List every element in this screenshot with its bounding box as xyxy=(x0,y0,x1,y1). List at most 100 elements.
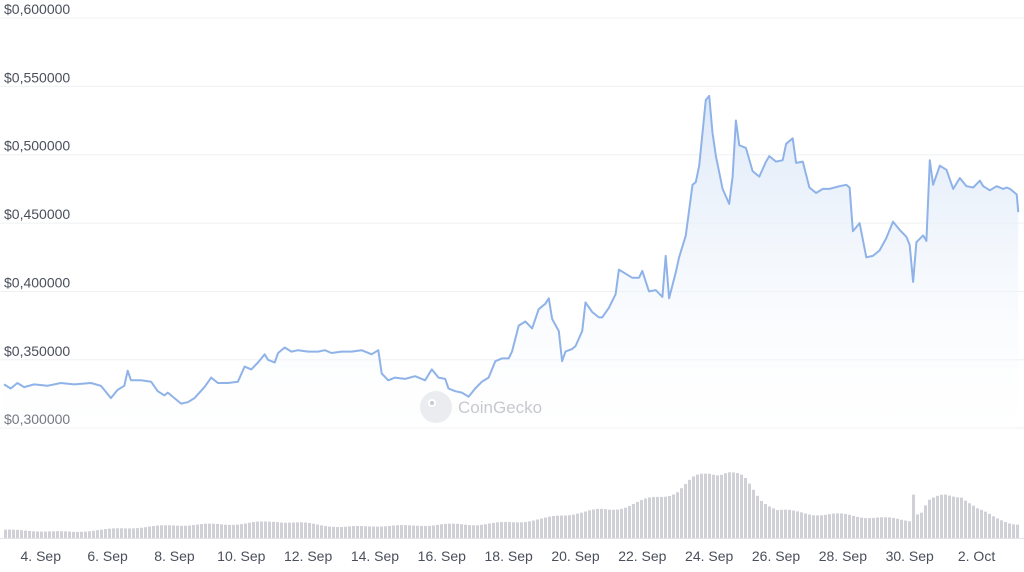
volume-bar xyxy=(868,518,871,538)
volume-bar xyxy=(520,522,523,538)
volume-bar xyxy=(828,514,831,538)
volume-bar xyxy=(824,514,827,538)
volume-bar xyxy=(760,500,763,538)
volume-bar xyxy=(476,525,479,538)
x-tick-label: 16. Sep xyxy=(418,548,466,564)
gridlines xyxy=(0,17,1024,539)
price-area xyxy=(4,95,1019,436)
volume-bar xyxy=(880,517,883,538)
volume-bar xyxy=(992,516,995,538)
volume-bar xyxy=(516,522,519,538)
volume-bar xyxy=(644,498,647,538)
volume-bar xyxy=(204,523,207,538)
gecko-pupil-icon xyxy=(430,401,434,405)
volume-bar xyxy=(432,525,435,538)
volume-bar xyxy=(484,524,487,538)
volume-bar xyxy=(340,527,343,538)
volume-bar xyxy=(524,521,527,538)
volume-bar xyxy=(288,522,291,538)
x-tick-label: 6. Sep xyxy=(87,548,128,564)
volume-bar xyxy=(448,523,451,538)
volume-bar xyxy=(88,531,91,538)
volume-bar xyxy=(256,521,259,538)
volume-bar xyxy=(148,526,151,538)
volume-bar xyxy=(996,518,999,538)
volume-bar xyxy=(940,494,943,538)
volume-bar xyxy=(900,519,903,538)
volume-bar xyxy=(796,511,799,538)
volume-bar xyxy=(632,504,635,538)
volume-bar xyxy=(356,525,359,538)
y-tick-label: $0,550000 xyxy=(4,69,70,85)
volume-bar xyxy=(480,524,483,538)
volume-bar xyxy=(196,524,199,538)
x-tick-label: 10. Sep xyxy=(217,548,265,564)
volume-bar xyxy=(612,509,615,538)
volume-bar xyxy=(380,526,383,538)
volume-bar xyxy=(568,515,571,538)
volume-bar xyxy=(372,526,375,538)
volume-bar xyxy=(820,515,823,538)
volume-bar xyxy=(460,524,463,538)
volume-bar xyxy=(1004,522,1007,538)
volume-bar xyxy=(648,497,651,538)
volume-bar xyxy=(40,531,43,538)
volume-bar xyxy=(408,525,411,538)
volume-bar xyxy=(228,524,231,538)
y-tick-label: $0,350000 xyxy=(4,343,70,359)
volume-bar xyxy=(296,522,299,538)
volume-bar xyxy=(864,518,867,538)
volume-bar xyxy=(896,518,899,538)
volume-bar xyxy=(164,525,167,538)
volume-bar xyxy=(848,514,851,538)
volume-bar xyxy=(264,521,267,538)
x-tick-label: 12. Sep xyxy=(284,548,332,564)
volume-bar xyxy=(724,473,727,538)
volume-bar xyxy=(412,525,415,538)
volume-bar xyxy=(916,514,919,538)
volume-bar xyxy=(332,526,335,538)
volume-bar xyxy=(984,511,987,538)
volume-bar xyxy=(944,494,947,538)
volume-bar xyxy=(168,525,171,538)
volume-bar xyxy=(872,517,875,538)
volume-bar xyxy=(776,510,779,538)
x-tick-label: 18. Sep xyxy=(485,548,533,564)
volume-bar xyxy=(980,509,983,538)
volume-bar xyxy=(280,522,283,538)
volume-bar xyxy=(492,522,495,538)
volume-bar xyxy=(188,525,191,538)
volume-bar xyxy=(124,528,127,538)
y-tick-label: $0,600000 xyxy=(4,1,70,17)
volume-bar xyxy=(404,525,407,538)
volume-bar xyxy=(232,524,235,538)
volume-bar xyxy=(80,531,83,538)
volume-bar xyxy=(608,509,611,538)
volume-bar xyxy=(456,523,459,538)
volume-bar xyxy=(752,489,755,538)
x-tick-label: 14. Sep xyxy=(351,548,399,564)
volume-bar xyxy=(920,512,923,538)
volume-bar xyxy=(364,526,367,538)
volume-bar xyxy=(1000,520,1003,538)
volume-bar xyxy=(688,479,691,538)
volume-bar xyxy=(728,472,731,538)
volume-bar xyxy=(324,526,327,538)
volume-bar xyxy=(660,496,663,538)
volume-bar xyxy=(716,475,719,538)
volume-bar xyxy=(888,517,891,538)
volume-bar xyxy=(252,522,255,538)
volume-bar xyxy=(368,526,371,538)
volume-bar xyxy=(928,499,931,538)
x-tick-label: 30. Sep xyxy=(886,548,934,564)
volume-bar xyxy=(68,531,71,538)
volume-bar xyxy=(668,495,671,538)
volume-bar xyxy=(860,517,863,538)
volume-bar xyxy=(720,474,723,538)
y-tick-label: $0,450000 xyxy=(4,206,70,222)
x-tick-label: 8. Sep xyxy=(154,548,195,564)
volume-bar xyxy=(400,525,403,538)
volume-bar xyxy=(444,523,447,538)
volume-bar xyxy=(112,528,115,538)
